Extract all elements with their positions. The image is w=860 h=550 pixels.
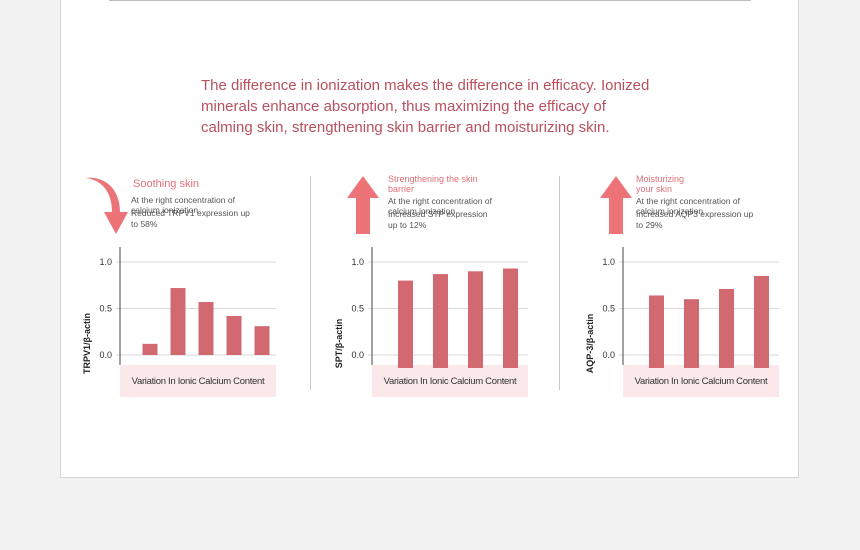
panel-title: Soothing skin <box>133 179 199 190</box>
bar <box>433 274 448 368</box>
panel-title-line: Soothing skin <box>133 178 200 190</box>
y-tick-label: 0.0 <box>351 350 364 360</box>
note-line: up to 12% <box>388 219 427 230</box>
headline-line: The difference in ionization makes the d… <box>201 77 650 94</box>
y-axis-label: TRPV1/β-actin <box>82 313 92 374</box>
panel-note: At the right concentration of calcium io… <box>388 196 538 230</box>
bar <box>754 275 769 368</box>
x-label-band <box>120 365 276 397</box>
note-line: Increased AQP3 expression up <box>636 209 754 219</box>
panel-title-line: Strengthening the skin <box>388 174 478 184</box>
x-label-band <box>372 365 528 397</box>
note-line: calcium ionization <box>636 205 704 216</box>
y-tick-label: 1.0 <box>99 257 112 267</box>
y-tick-label: 1.0 <box>351 257 364 267</box>
bar <box>649 295 664 368</box>
note-line: calcium ionization <box>388 205 456 216</box>
note-line: At the right concentration of <box>388 196 492 206</box>
bar-chart-barrier: 1.0 0.5 0.0 SPT/β-actin Variation In Ionic C… <box>334 247 528 397</box>
panel-note: At the right concentration of calcium io… <box>131 195 281 229</box>
panel-divider <box>559 176 560 390</box>
bar <box>170 288 186 355</box>
headline-text: The difference in ionization makes the d… <box>201 75 721 138</box>
y-tick-label: 0.0 <box>602 350 615 360</box>
bar <box>719 288 734 368</box>
y-tick-label: 0.5 <box>351 304 364 314</box>
bar <box>198 301 214 355</box>
arrow-up-icon <box>600 176 632 234</box>
note-line: Reduced TRPV1 expression up <box>131 208 250 218</box>
y-tick-label: 1.0 <box>602 257 615 267</box>
x-axis-label: Variation In Ionic Calcium Content <box>384 376 517 387</box>
panel-title-line: your skin <box>636 184 673 194</box>
y-tick-label: 0.5 <box>99 304 112 314</box>
panel-title: Strengthening the skin barrier <box>388 174 478 194</box>
x-axis-label: Variation In Ionic Calcium Content <box>635 376 768 387</box>
y-tick-label: 0.5 <box>602 304 615 314</box>
bar-chart-moisturizing: 1.0 0.5 0.0 AQP-3/β-actin Variation In Ionic… <box>585 247 779 397</box>
headline-line: calming skin, strengthening skin barrier… <box>201 119 610 136</box>
note-line: to 29% <box>636 219 663 230</box>
y-tick-label: 0.0 <box>99 350 112 360</box>
note-line: to 58% <box>131 218 158 229</box>
note-line: calcium ionization <box>131 204 199 215</box>
note-line: At the right concentration of <box>636 196 740 206</box>
note-line: At the right concentration of <box>131 195 235 205</box>
bar <box>398 280 413 368</box>
bar <box>142 343 158 355</box>
x-axis-label: Variation In Ionic Calcium Content <box>132 376 265 387</box>
bar <box>503 268 518 368</box>
bar <box>254 326 270 355</box>
panel-title: Moisturizing your skin <box>636 174 684 194</box>
bar <box>684 299 699 368</box>
bar-chart-soothing: 1.0 0.5 0.0 TRPV1/β-actin Variation In Ionic… <box>82 247 276 397</box>
panel-divider <box>310 176 311 390</box>
arrow-up-icon <box>347 176 379 234</box>
y-axis-label: AQP-3/β-actin <box>585 314 595 374</box>
top-divider <box>109 0 751 1</box>
bar <box>468 271 483 368</box>
headline-line: minerals enhance absorption, thus maximi… <box>201 98 606 115</box>
panel-title-line: barrier <box>388 184 415 194</box>
x-label-band <box>623 365 779 397</box>
bar <box>226 315 242 355</box>
y-axis-label: SPT/β-actin <box>334 319 344 369</box>
content-card <box>60 0 799 478</box>
arrow-down-icon <box>86 177 128 234</box>
note-line: Increased STP expression <box>388 209 488 219</box>
panel-note: At the right concentration of calcium io… <box>636 196 786 230</box>
panel-title-line: Moisturizing <box>636 174 685 184</box>
